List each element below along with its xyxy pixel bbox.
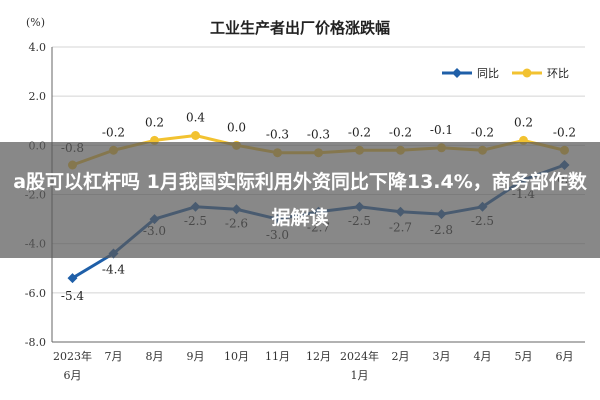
- x-tick-label-line: 7月: [105, 350, 123, 363]
- mom-data-label: 0.2: [514, 115, 533, 129]
- headline-banner[interactable]: a股可以杠杆吗 1月我国实际利用外资同比下降13.4%，商务部作数据解读: [0, 142, 600, 258]
- legend: 同比 环比: [442, 67, 569, 80]
- yoy-data-label: -5.4: [61, 289, 85, 303]
- mom-point: [191, 131, 200, 140]
- x-tick-label-line: 2024年: [340, 349, 379, 363]
- x-tick-label-line: 12月: [306, 350, 331, 363]
- mom-data-label: -0.3: [307, 128, 330, 142]
- mom-data-label: -0.2: [102, 125, 125, 139]
- x-tick-label-line: 3月: [433, 350, 451, 363]
- legend-label: 环比: [547, 67, 569, 80]
- y-tick-label: 2.0: [29, 90, 47, 103]
- mom-data-label: -0.1: [430, 123, 453, 137]
- x-tick-label: 9月: [187, 350, 205, 363]
- headline-text[interactable]: a股可以杠杆吗 1月我国实际利用外资同比下降13.4%，商务部作数据解读: [13, 171, 587, 229]
- x-tick-label-line: 11月: [265, 350, 290, 363]
- x-tick-label: 6月: [556, 350, 574, 363]
- legend-swatch-marker: [522, 68, 532, 78]
- x-tick-label-line: 10月: [224, 350, 249, 363]
- x-tick-label: 8月: [146, 350, 164, 363]
- x-tick-label: 11月: [265, 350, 290, 363]
- mom-data-label: -0.2: [389, 125, 412, 139]
- x-tick-label: 2023年 6月: [53, 349, 92, 382]
- x-tick-label: 4月: [474, 350, 492, 363]
- mom-data-label: -0.2: [553, 125, 576, 139]
- x-tick-label: 2024年 1月: [340, 349, 379, 382]
- legend-swatch-marker: [452, 68, 462, 78]
- mom-data-label: -0.2: [348, 125, 371, 139]
- y-tick-label: -6.0: [25, 287, 46, 300]
- legend-label: 同比: [477, 67, 499, 80]
- yoy-point: [67, 273, 78, 284]
- x-tick-label: 10月: [224, 350, 249, 363]
- mom-data-label: 0.4: [186, 111, 205, 125]
- x-tick-label: 2月: [392, 350, 410, 363]
- mom-data-label: -0.3: [266, 128, 289, 142]
- x-tick-label-line: 1月: [351, 369, 369, 382]
- x-tick-label-line: 6月: [556, 350, 574, 363]
- x-tick-label-line: 2月: [392, 350, 410, 363]
- x-tick-label: 12月: [306, 350, 331, 363]
- x-tick-label: 7月: [105, 350, 123, 363]
- x-tick-label-line: 4月: [474, 350, 492, 363]
- y-tick-label: 4.0: [29, 41, 47, 54]
- x-tick-label-line: 6月: [64, 369, 82, 382]
- mom-data-label: 0.2: [145, 115, 164, 129]
- x-tick-label-line: 2023年: [53, 349, 92, 363]
- mom-data-label: -0.2: [471, 125, 494, 139]
- y-tick-label: -8.0: [25, 336, 46, 349]
- chart-title: 工业生产者出厂价格涨跌幅: [210, 19, 390, 37]
- x-tick-label: 3月: [433, 350, 451, 363]
- x-tick-label-line: 9月: [187, 350, 205, 363]
- x-tick-label: 5月: [515, 350, 533, 363]
- y-axis-unit-label: (%): [26, 16, 45, 29]
- yoy-data-label: -4.4: [102, 263, 126, 277]
- x-tick-label-line: 5月: [515, 350, 533, 363]
- x-tick-label-line: 8月: [146, 350, 164, 363]
- mom-data-label: 0.0: [227, 120, 246, 134]
